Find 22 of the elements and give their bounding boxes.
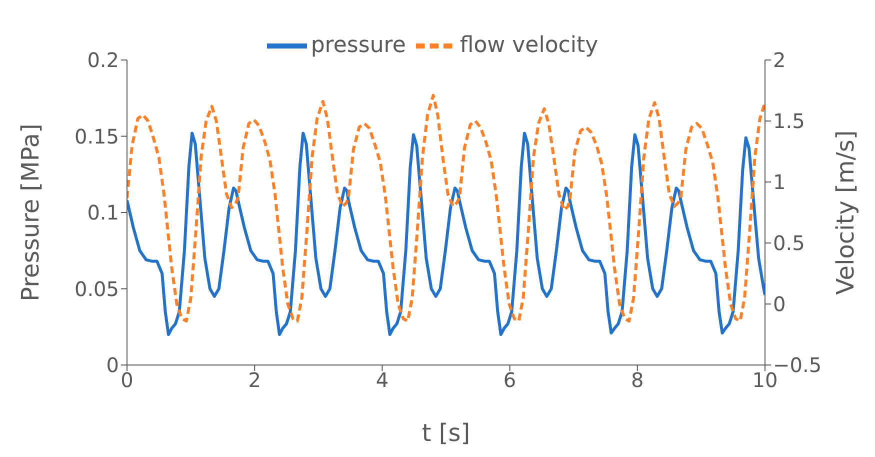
y-tick-label: 0.05 [74, 276, 119, 301]
x-tick-label: 2 [248, 368, 261, 392]
x-axis-title: t [s] [422, 419, 470, 447]
y2-tick-label: 0 [773, 292, 786, 316]
line-series [127, 132, 765, 336]
y2-axis-title: Velocity [m/s] [832, 130, 860, 295]
x-tick-label: 6 [503, 368, 516, 392]
legend-label: pressure [310, 33, 406, 58]
legend-label: flow velocity [460, 33, 598, 58]
x-tick-label: 4 [376, 368, 389, 392]
y-tick-label: 0 [106, 353, 119, 378]
x-tick-label: 10 [752, 368, 778, 392]
y2-tick-label: 1 [773, 170, 786, 194]
y2-tick-label: 1.5 [773, 109, 805, 134]
y-tick-label: 0.1 [87, 200, 119, 225]
y2-tick-label: 2 [773, 48, 786, 72]
y2-tick-label: 0.5 [773, 231, 805, 256]
y-tick-label: 0.15 [74, 124, 119, 148]
y-tick-label: 0.2 [87, 48, 119, 72]
y-axis-title: Pressure [MPa] [16, 124, 45, 302]
line-series [127, 94, 765, 323]
x-tick-label: 8 [631, 368, 644, 392]
